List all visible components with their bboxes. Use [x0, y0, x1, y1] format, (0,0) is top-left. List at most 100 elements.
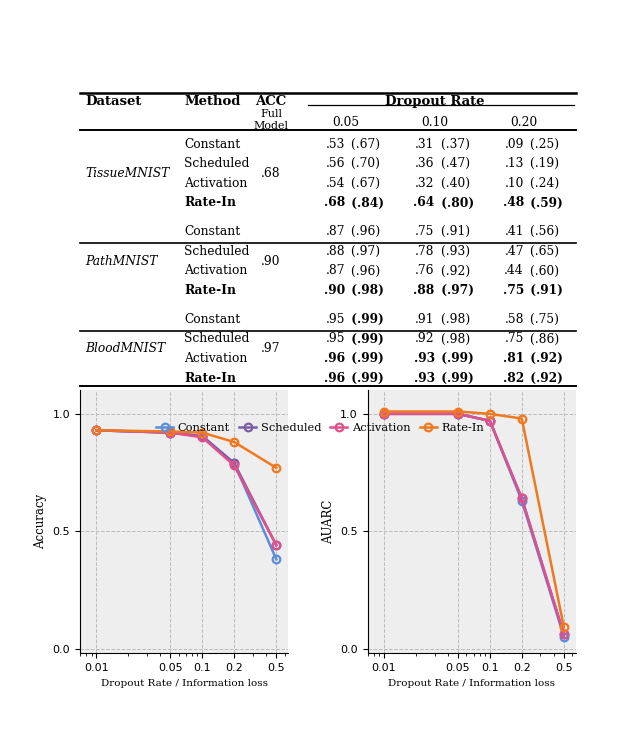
Text: .96: .96: [324, 372, 346, 385]
Text: .78: .78: [415, 245, 435, 258]
Text: .75: .75: [504, 333, 524, 346]
Text: .56: .56: [326, 157, 346, 170]
Text: (.56): (.56): [526, 225, 559, 238]
Text: .91: .91: [415, 313, 435, 326]
Y-axis label: Accuracy: Accuracy: [34, 494, 47, 549]
Text: (.24): (.24): [526, 177, 559, 190]
Legend: Constant, Scheduled, Activation, Rate-In: Constant, Scheduled, Activation, Rate-In: [152, 418, 488, 437]
Text: (.96): (.96): [348, 225, 381, 238]
Text: Scheduled: Scheduled: [184, 157, 250, 170]
Text: .32: .32: [415, 177, 435, 190]
Text: (.99): (.99): [348, 333, 384, 346]
Text: .88: .88: [326, 245, 346, 258]
Text: (.65): (.65): [526, 245, 559, 258]
Text: TissueMNIST: TissueMNIST: [85, 167, 169, 180]
X-axis label: Dropout Rate / Information loss: Dropout Rate / Information loss: [388, 678, 556, 688]
Text: .82: .82: [502, 372, 524, 385]
Text: .13: .13: [504, 157, 524, 170]
Text: .47: .47: [504, 245, 524, 258]
Text: .87: .87: [326, 264, 346, 277]
Text: (.92): (.92): [526, 352, 563, 365]
Text: (.99): (.99): [348, 372, 384, 385]
Text: Activation: Activation: [184, 264, 248, 277]
Text: (.80): (.80): [436, 197, 474, 209]
Text: (.98): (.98): [348, 284, 384, 297]
Text: BloodMNIST: BloodMNIST: [85, 342, 165, 355]
Text: Model: Model: [253, 121, 289, 131]
Text: (.91): (.91): [526, 284, 563, 297]
Text: (.86): (.86): [526, 333, 559, 346]
Text: Scheduled: Scheduled: [184, 333, 250, 346]
Text: (.97): (.97): [436, 284, 474, 297]
Text: (.98): (.98): [436, 313, 470, 326]
Y-axis label: AUARC: AUARC: [322, 500, 335, 544]
Text: 0.20: 0.20: [510, 117, 538, 129]
Text: (.96): (.96): [348, 264, 381, 277]
Text: (.59): (.59): [526, 197, 563, 209]
Text: (.97): (.97): [348, 245, 380, 258]
Text: .90: .90: [324, 284, 346, 297]
Text: .10: .10: [504, 177, 524, 190]
Text: Activation: Activation: [184, 177, 248, 190]
Text: .31: .31: [415, 137, 435, 150]
Text: .87: .87: [326, 225, 346, 238]
Text: (.25): (.25): [526, 137, 559, 150]
Text: .53: .53: [326, 137, 346, 150]
Text: (.98): (.98): [436, 333, 470, 346]
Text: .75: .75: [415, 225, 435, 238]
Text: (.99): (.99): [436, 372, 474, 385]
Text: (.37): (.37): [436, 137, 470, 150]
Text: Constant: Constant: [184, 225, 241, 238]
Text: Activation: Activation: [184, 352, 248, 365]
Text: .36: .36: [415, 157, 435, 170]
Text: .88: .88: [413, 284, 435, 297]
Text: .90: .90: [261, 255, 281, 268]
Text: Rate-In: Rate-In: [184, 284, 236, 297]
Text: 0.10: 0.10: [421, 117, 448, 129]
Text: .76: .76: [415, 264, 435, 277]
Text: .93: .93: [413, 372, 435, 385]
Text: .75: .75: [502, 284, 524, 297]
Text: (.40): (.40): [436, 177, 470, 190]
Text: Constant: Constant: [184, 137, 241, 150]
Text: (.92): (.92): [436, 264, 470, 277]
Text: .54: .54: [326, 177, 346, 190]
Text: (.93): (.93): [436, 245, 470, 258]
Text: .58: .58: [504, 313, 524, 326]
Text: (.47): (.47): [436, 157, 470, 170]
Text: .68: .68: [324, 197, 346, 209]
Text: (.91): (.91): [436, 225, 470, 238]
Text: (.92): (.92): [526, 372, 563, 385]
Text: .09: .09: [504, 137, 524, 150]
Text: .97: .97: [261, 342, 281, 355]
Text: Scheduled: Scheduled: [184, 245, 250, 258]
Text: 0.05: 0.05: [332, 117, 359, 129]
Text: .96: .96: [324, 352, 346, 365]
Text: (.67): (.67): [348, 137, 380, 150]
Text: .93: .93: [413, 352, 435, 365]
Text: (.60): (.60): [526, 264, 559, 277]
Text: (.75): (.75): [526, 313, 559, 326]
Text: .64: .64: [413, 197, 435, 209]
Text: (.99): (.99): [348, 352, 384, 365]
Text: Dropout Rate: Dropout Rate: [385, 95, 484, 108]
Text: .81: .81: [502, 352, 524, 365]
X-axis label: Dropout Rate / Information loss: Dropout Rate / Information loss: [100, 678, 268, 688]
Text: Constant: Constant: [184, 313, 241, 326]
Text: (.70): (.70): [348, 157, 380, 170]
Text: (.84): (.84): [348, 197, 385, 209]
Text: ACC: ACC: [255, 95, 287, 108]
Text: PathMNIST: PathMNIST: [85, 255, 157, 268]
Text: Rate-In: Rate-In: [184, 197, 236, 209]
Text: (.99): (.99): [348, 313, 384, 326]
Text: .44: .44: [504, 264, 524, 277]
Text: .92: .92: [415, 333, 435, 346]
Text: .41: .41: [504, 225, 524, 238]
Text: Method: Method: [184, 95, 241, 108]
Text: .95: .95: [326, 333, 346, 346]
Text: .48: .48: [502, 197, 524, 209]
Text: .68: .68: [261, 167, 281, 180]
Text: (.19): (.19): [526, 157, 559, 170]
Text: (.99): (.99): [436, 352, 474, 365]
Text: Rate-In: Rate-In: [184, 372, 236, 385]
